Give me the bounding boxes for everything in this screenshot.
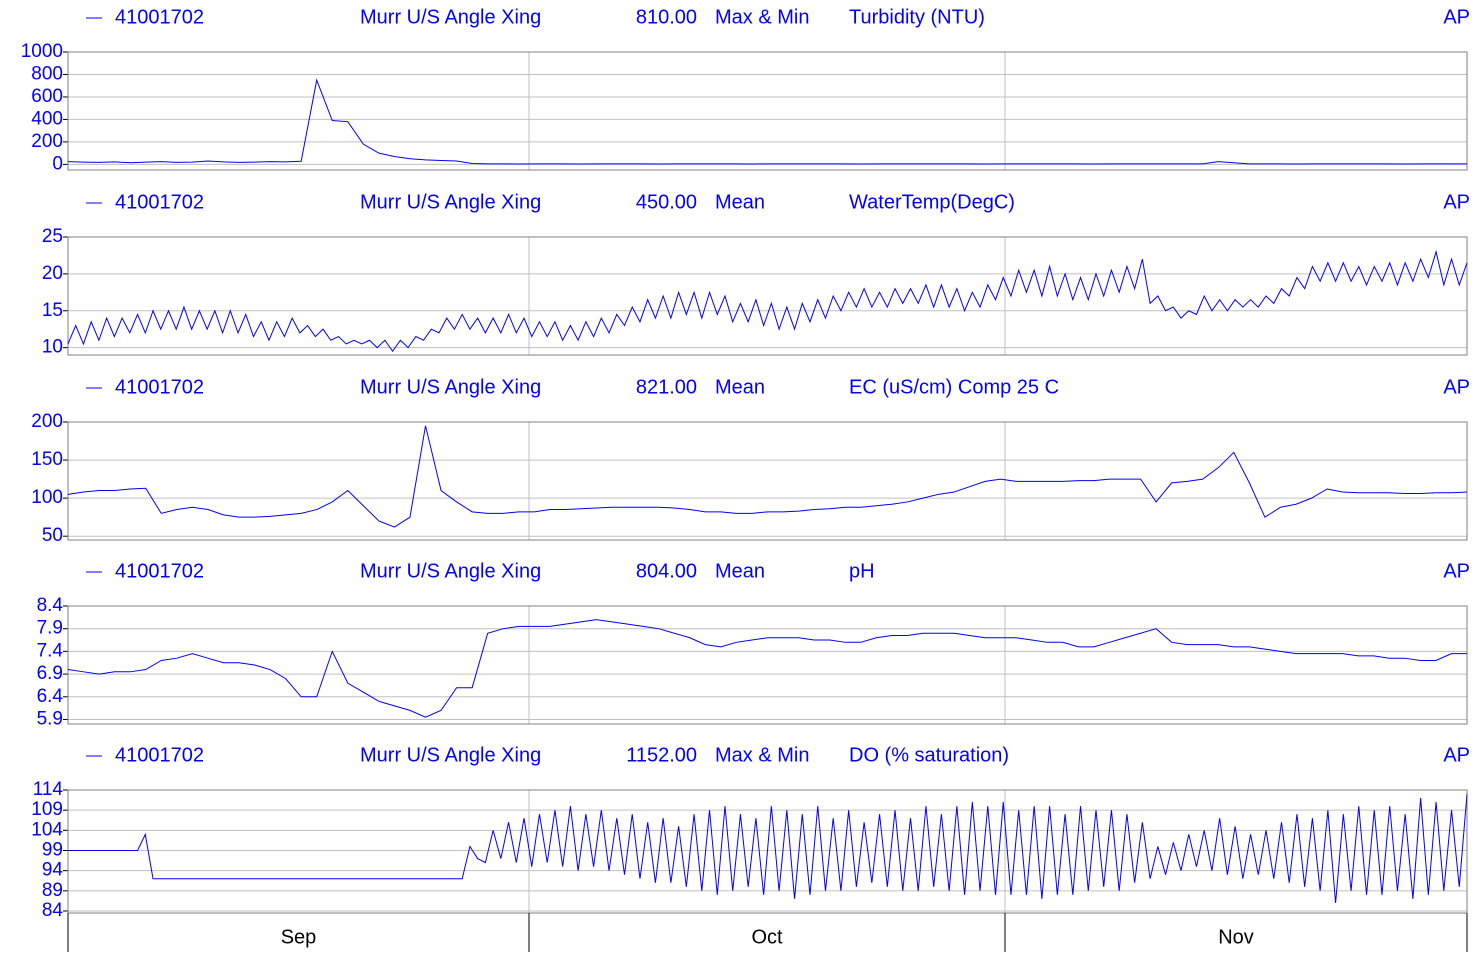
plot-frame bbox=[67, 605, 1468, 725]
chart-title: EC (uS/cm) Comp 25 C bbox=[849, 376, 1059, 398]
legend-label: 41001702 bbox=[115, 560, 204, 582]
x-tick-label: Nov bbox=[1218, 926, 1254, 948]
legend-label: 41001702 bbox=[115, 744, 204, 766]
legend-label: 41001702 bbox=[115, 6, 204, 28]
plot-frame bbox=[67, 421, 1468, 541]
y-tick-label: 10 bbox=[42, 337, 63, 358]
flag: AP bbox=[1443, 6, 1470, 28]
y-tick-label: 150 bbox=[31, 449, 63, 470]
y-tick-label: 8.4 bbox=[37, 595, 64, 616]
y-tick-label: 50 bbox=[42, 525, 63, 546]
flag: AP bbox=[1443, 744, 1470, 766]
data-line bbox=[67, 619, 1467, 718]
statistic: Mean bbox=[715, 191, 765, 213]
station-name: Murr U/S Angle Xing bbox=[360, 744, 541, 766]
y-tick-label: 400 bbox=[31, 108, 63, 129]
x-tick-label: Sep bbox=[281, 926, 317, 948]
y-tick-label: 25 bbox=[42, 226, 63, 247]
y-tick-label: 200 bbox=[31, 411, 63, 432]
y-tick-label: 800 bbox=[31, 63, 63, 84]
data-line bbox=[67, 425, 1468, 528]
flag: AP bbox=[1443, 376, 1470, 398]
statistic: Max & Min bbox=[715, 6, 809, 28]
y-tick-label: 104 bbox=[31, 819, 63, 840]
station-name: Murr U/S Angle Xing bbox=[360, 560, 541, 582]
y-tick-label: 7.4 bbox=[37, 640, 64, 661]
statistic: Max & Min bbox=[715, 744, 809, 766]
chart-title: Turbidity (NTU) bbox=[849, 6, 985, 28]
y-tick-label: 94 bbox=[42, 860, 64, 881]
station-name: Murr U/S Angle Xing bbox=[360, 191, 541, 213]
plot-frame bbox=[67, 789, 1468, 914]
variable-code: 450.00 bbox=[636, 191, 697, 213]
plot-frame bbox=[67, 51, 1468, 171]
y-tick-label: 109 bbox=[31, 799, 63, 820]
station-name: Murr U/S Angle Xing bbox=[360, 6, 541, 28]
data-line bbox=[67, 249, 1468, 353]
y-tick-label: 7.9 bbox=[37, 618, 63, 639]
y-tick-label: 15 bbox=[42, 300, 63, 321]
chart-title: WaterTemp(DegC) bbox=[849, 191, 1015, 213]
y-tick-label: 84 bbox=[42, 900, 64, 921]
legend-label: 41001702 bbox=[115, 191, 204, 213]
y-tick-label: 5.9 bbox=[37, 708, 63, 729]
flag: AP bbox=[1443, 191, 1470, 213]
y-tick-label: 6.4 bbox=[37, 686, 64, 707]
statistic: Mean bbox=[715, 376, 765, 398]
y-tick-label: 1000 bbox=[21, 41, 63, 62]
statistic: Mean bbox=[715, 560, 765, 582]
y-tick-label: 600 bbox=[31, 86, 63, 107]
chart-title: pH bbox=[849, 560, 875, 582]
y-tick-label: 89 bbox=[42, 880, 63, 901]
station-name: Murr U/S Angle Xing bbox=[360, 376, 541, 398]
chart-title: DO (% saturation) bbox=[849, 744, 1009, 766]
y-tick-label: 100 bbox=[31, 487, 63, 508]
y-tick-label: 6.9 bbox=[37, 663, 63, 684]
variable-code: 810.00 bbox=[636, 6, 697, 28]
x-tick-label: Oct bbox=[751, 926, 783, 948]
y-tick-label: 99 bbox=[42, 840, 63, 861]
y-tick-label: 0 bbox=[52, 153, 63, 174]
data-line bbox=[68, 793, 1468, 903]
y-tick-label: 200 bbox=[31, 131, 63, 152]
variable-code: 1152.00 bbox=[626, 744, 697, 766]
flag: AP bbox=[1443, 560, 1470, 582]
legend-label: 41001702 bbox=[115, 376, 204, 398]
variable-code: 804.00 bbox=[636, 560, 697, 582]
y-tick-label: 114 bbox=[33, 779, 64, 800]
data-line bbox=[67, 78, 1467, 165]
variable-code: 821.00 bbox=[636, 376, 697, 398]
plot-frame bbox=[67, 236, 1468, 356]
y-tick-label: 20 bbox=[42, 263, 63, 284]
